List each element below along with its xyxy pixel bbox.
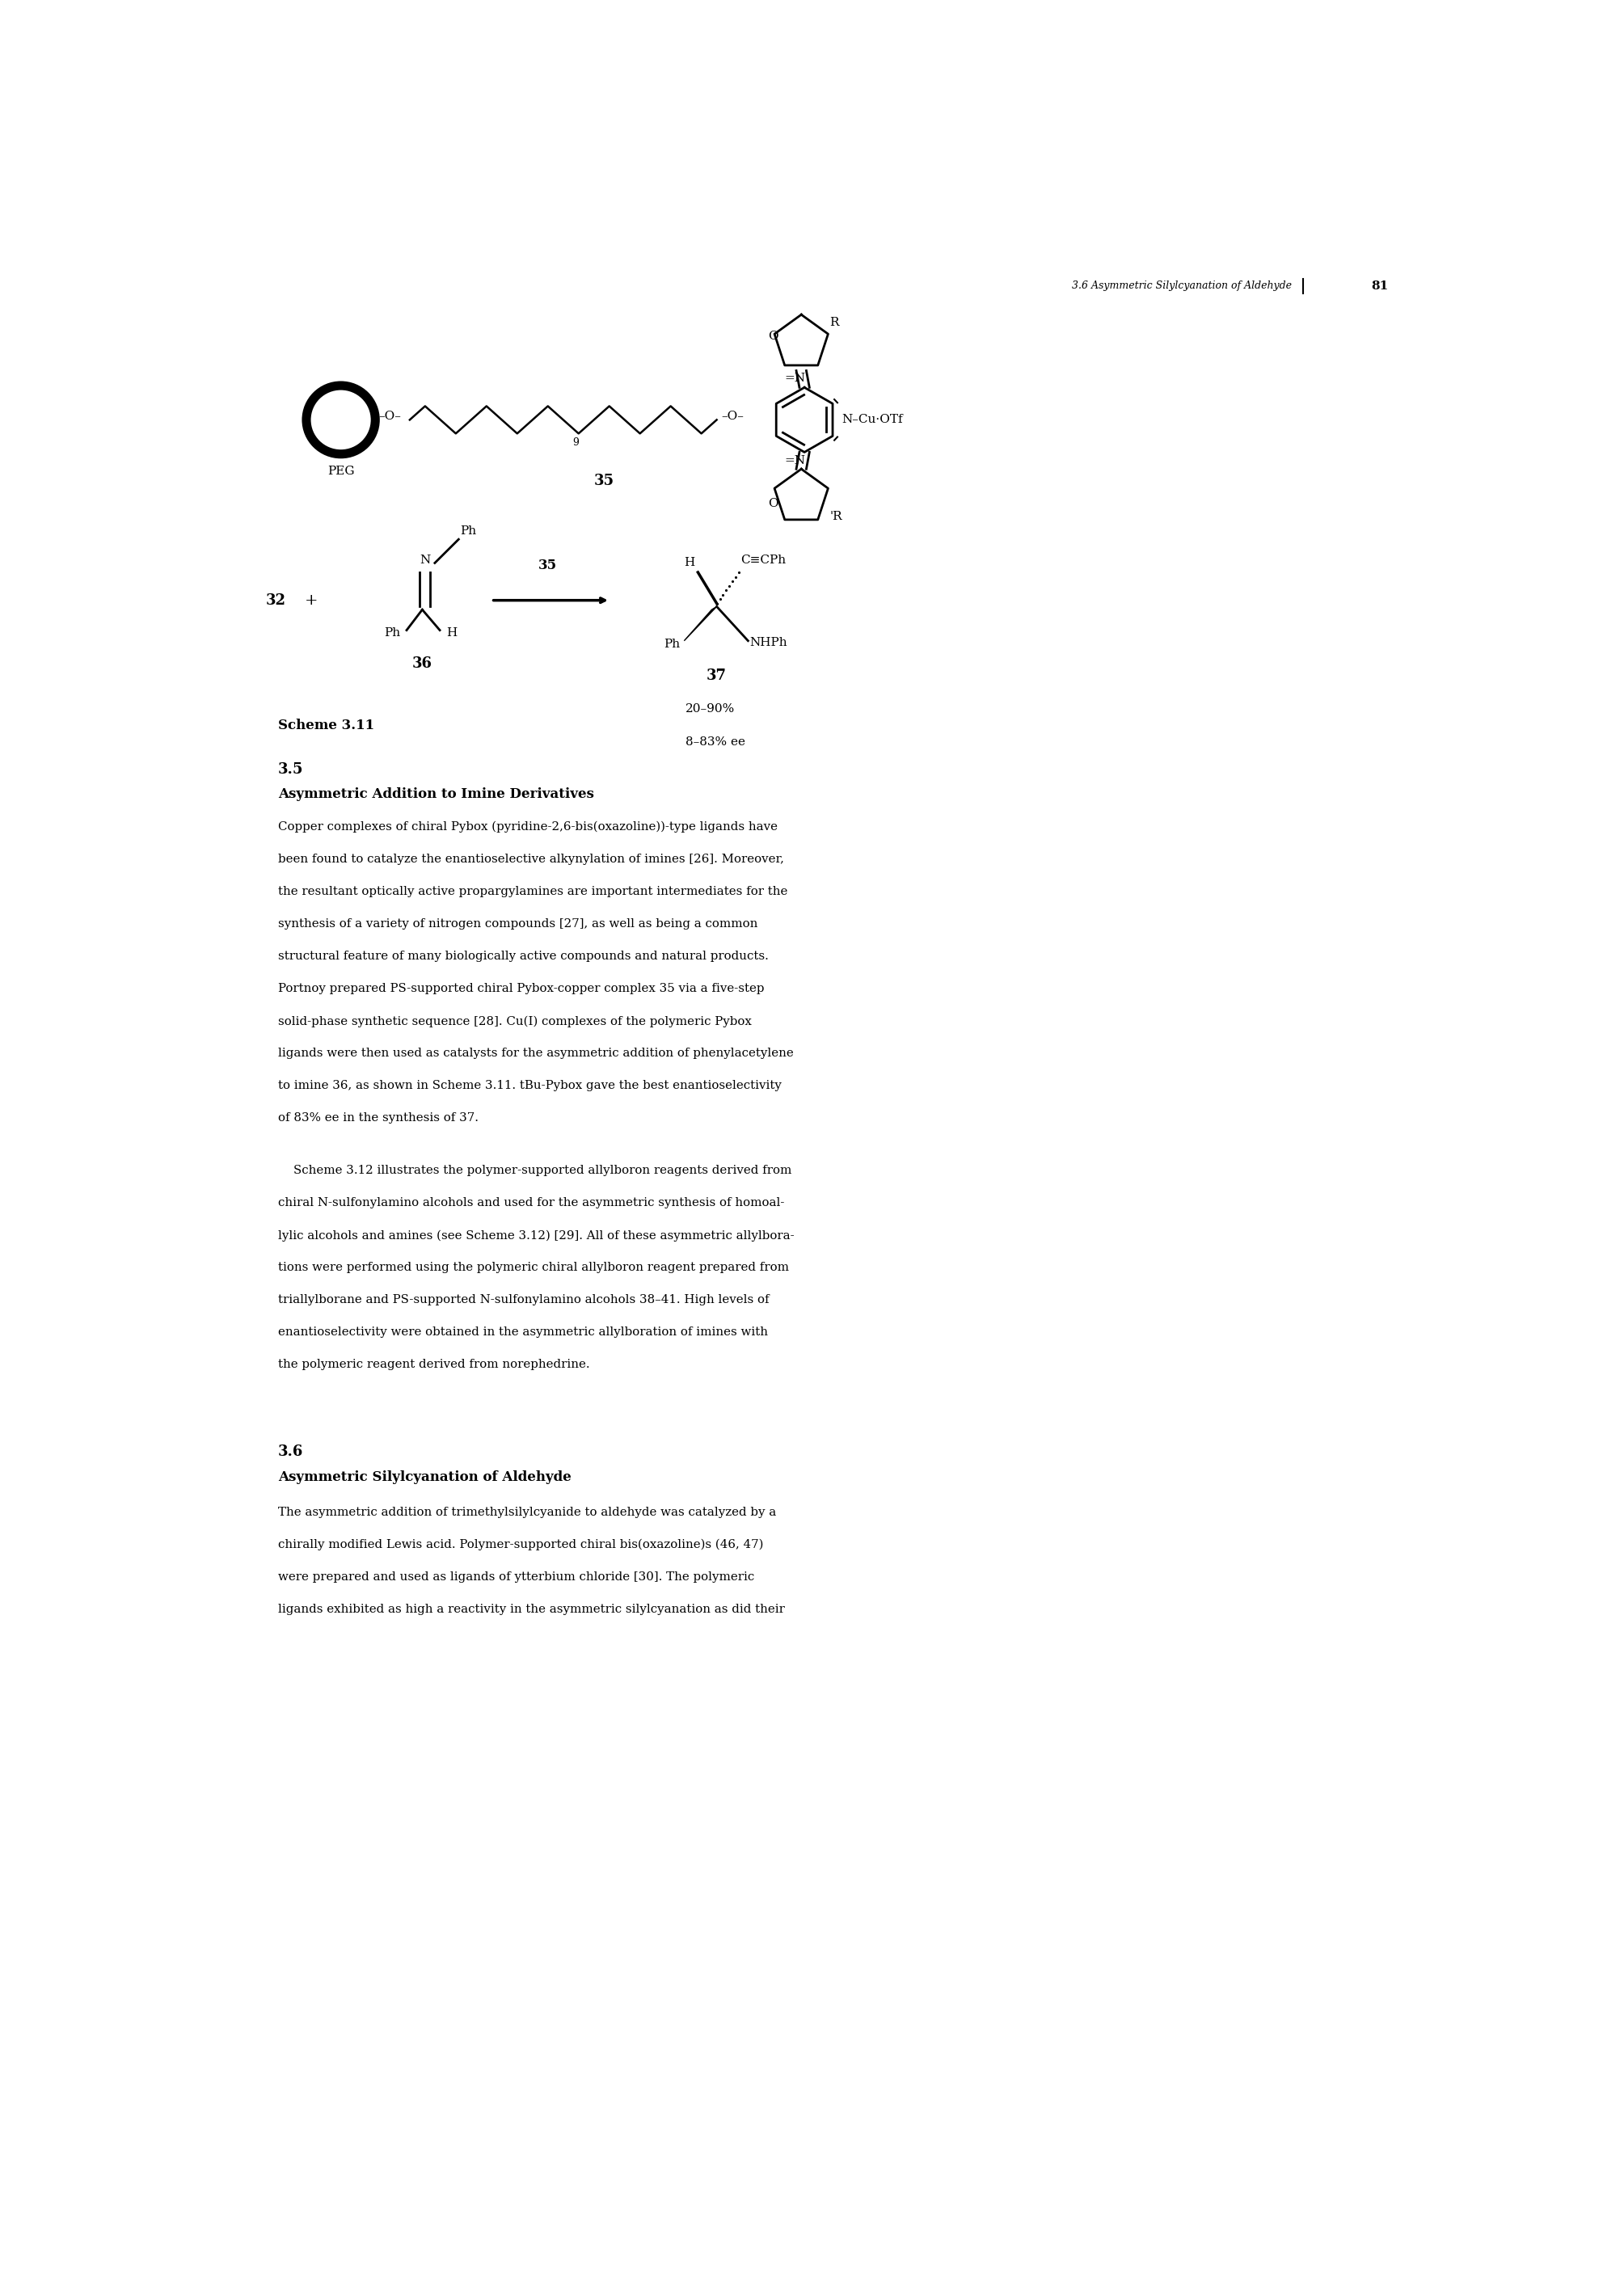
Text: C≡CPh: C≡CPh: [741, 554, 786, 566]
Text: Ph: Ph: [460, 524, 476, 536]
Text: been found to catalyze the enantioselective alkynylation of imines [26]. Moreove: been found to catalyze the enantioselect…: [278, 854, 784, 866]
Text: Asymmetric Addition to Imine Derivatives: Asymmetric Addition to Imine Derivatives: [278, 788, 594, 801]
Text: to imine 36, as shown in Scheme 3.11. tBu-Pybox gave the best enantioselectivity: to imine 36, as shown in Scheme 3.11. tB…: [278, 1081, 781, 1092]
Text: 9: 9: [573, 437, 578, 449]
Text: N–Cu·OTf: N–Cu·OTf: [841, 414, 903, 426]
Text: 'R: 'R: [830, 511, 843, 522]
Text: 3.5: 3.5: [278, 763, 304, 776]
Text: of 83% ee in the synthesis of 37.: of 83% ee in the synthesis of 37.: [278, 1113, 479, 1124]
Text: Scheme 3.11: Scheme 3.11: [278, 719, 375, 733]
Text: 32: 32: [266, 593, 286, 607]
Text: NHPh: NHPh: [749, 637, 788, 648]
Text: 36: 36: [412, 657, 432, 671]
Text: 8–83% ee: 8–83% ee: [685, 735, 745, 747]
Text: –O–: –O–: [378, 410, 401, 421]
Text: ligands exhibited as high a reactivity in the asymmetric silylcyanation as did t: ligands exhibited as high a reactivity i…: [278, 1603, 784, 1614]
Text: Copper complexes of chiral Pybox (pyridine-2,6-bis(oxazoline))-type ligands have: Copper complexes of chiral Pybox (pyridi…: [278, 822, 778, 834]
Text: chirally modified Lewis acid. Polymer-supported chiral bis(oxazoline)s (46, 47): chirally modified Lewis acid. Polymer-su…: [278, 1539, 763, 1550]
Text: PEG: PEG: [326, 465, 354, 476]
Text: O: O: [768, 330, 778, 341]
Text: lylic alcohols and amines (see Scheme 3.12) [29]. All of these asymmetric allylb: lylic alcohols and amines (see Scheme 3.…: [278, 1230, 794, 1241]
Text: R: R: [830, 316, 838, 327]
Text: 3.6: 3.6: [278, 1445, 304, 1459]
Text: Scheme 3.12 illustrates the polymer-supported allylboron reagents derived from: Scheme 3.12 illustrates the polymer-supp…: [278, 1166, 793, 1177]
Text: Portnoy prepared PS-supported chiral Pybox-copper complex 35 via a five-step: Portnoy prepared PS-supported chiral Pyb…: [278, 982, 765, 994]
Text: Asymmetric Silylcyanation of Aldehyde: Asymmetric Silylcyanation of Aldehyde: [278, 1470, 572, 1484]
Text: 20–90%: 20–90%: [685, 703, 736, 714]
Text: H: H: [447, 627, 456, 639]
Text: =N: =N: [784, 456, 806, 467]
Text: 35: 35: [538, 559, 557, 572]
Text: tions were performed using the polymeric chiral allylboron reagent prepared from: tions were performed using the polymeric…: [278, 1262, 789, 1273]
Text: chiral N-sulfonylamino alcohols and used for the asymmetric synthesis of homoal-: chiral N-sulfonylamino alcohols and used…: [278, 1198, 784, 1209]
Text: –O–: –O–: [721, 410, 744, 421]
Text: N: N: [421, 554, 430, 566]
Text: solid-phase synthetic sequence [28]. Cu(I) complexes of the polymeric Pybox: solid-phase synthetic sequence [28]. Cu(…: [278, 1014, 752, 1028]
Text: enantioselectivity were obtained in the asymmetric allylboration of imines with: enantioselectivity were obtained in the …: [278, 1326, 768, 1337]
Text: 35: 35: [594, 474, 614, 488]
Text: +: +: [304, 593, 318, 607]
Text: 81: 81: [1371, 279, 1389, 291]
Text: 37: 37: [706, 669, 728, 682]
Text: Ph: Ph: [383, 627, 401, 639]
Text: The asymmetric addition of trimethylsilylcyanide to aldehyde was catalyzed by a: The asymmetric addition of trimethylsily…: [278, 1507, 776, 1518]
Text: synthesis of a variety of nitrogen compounds [27], as well as being a common: synthesis of a variety of nitrogen compo…: [278, 918, 758, 930]
Text: 3.6 Asymmetric Silylcyanation of Aldehyde: 3.6 Asymmetric Silylcyanation of Aldehyd…: [1072, 282, 1291, 291]
Text: the resultant optically active propargylamines are important intermediates for t: the resultant optically active propargyl…: [278, 886, 788, 898]
Text: Ph: Ph: [664, 639, 680, 650]
Text: the polymeric reagent derived from norephedrine.: the polymeric reagent derived from norep…: [278, 1358, 590, 1369]
Text: triallylborane and PS-supported N-sulfonylamino alcohols 38–41. High levels of: triallylborane and PS-supported N-sulfon…: [278, 1294, 770, 1305]
Text: structural feature of many biologically active compounds and natural products.: structural feature of many biologically …: [278, 950, 768, 962]
Text: ligands were then used as catalysts for the asymmetric addition of phenylacetyle: ligands were then used as catalysts for …: [278, 1049, 794, 1060]
Polygon shape: [684, 607, 716, 641]
Text: O: O: [768, 497, 778, 508]
Text: =N: =N: [784, 373, 806, 385]
Text: were prepared and used as ligands of ytterbium chloride [30]. The polymeric: were prepared and used as ligands of ytt…: [278, 1571, 755, 1582]
Text: H: H: [684, 556, 695, 568]
